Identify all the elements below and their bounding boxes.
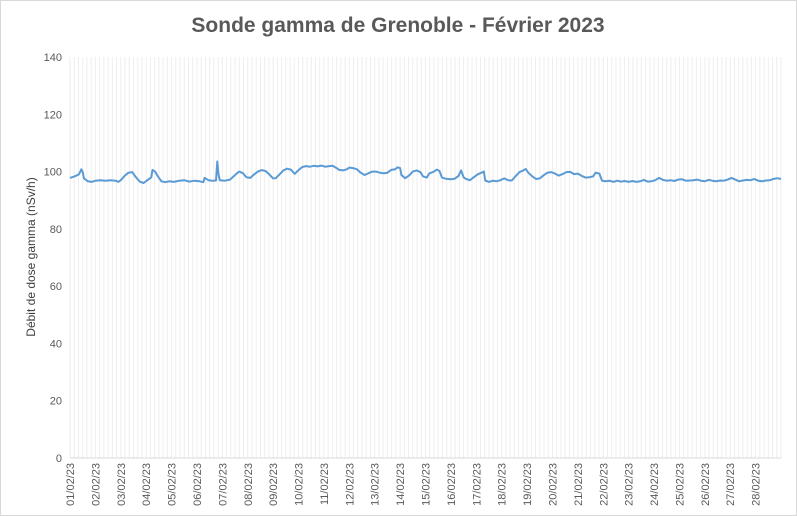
y-tick-label: 0 [56, 453, 62, 465]
x-tick-label: 15/02/23 [421, 463, 433, 506]
x-tick-label: 21/02/23 [573, 463, 585, 506]
x-tick-label: 09/02/23 [268, 463, 280, 506]
x-tick-label: 14/02/23 [395, 463, 407, 506]
x-tick-label: 10/02/23 [294, 463, 306, 506]
x-tick-label: 19/02/23 [522, 463, 534, 506]
x-tick-label: 22/02/23 [598, 463, 610, 506]
x-tick-label: 08/02/23 [243, 463, 255, 506]
x-tick-label: 03/02/23 [116, 463, 128, 506]
x-tick-label: 07/02/23 [217, 463, 229, 506]
x-tick-label: 06/02/23 [192, 463, 204, 506]
x-tick-label: 01/02/23 [65, 463, 77, 506]
x-tick-labels: 01/02/23 02/02/23 03/02/23 04/02/23 05/02/23… [65, 463, 763, 506]
series-line [69, 160, 782, 184]
y-tick-label: 60 [50, 281, 62, 293]
x-tick-label: 25/02/23 [674, 463, 686, 506]
chart-title: Sonde gamma de Grenoble - Février 2023 [191, 14, 604, 37]
x-tick-label: 11/02/23 [319, 463, 331, 505]
x-tick-label: 05/02/23 [167, 463, 179, 506]
y-tick-label: 140 [44, 52, 62, 64]
y-tick-label: 100 [44, 167, 62, 179]
y-tick-label: 40 [50, 338, 62, 350]
x-tick-label: 17/02/23 [471, 463, 483, 506]
x-tick-label: 02/02/23 [90, 463, 102, 506]
y-axis-label: Débit de dose gamma (nSv/h) [24, 177, 38, 336]
x-tick-label: 16/02/23 [446, 463, 458, 506]
x-tick-label: 04/02/23 [141, 463, 153, 506]
x-tick-label: 27/02/23 [725, 463, 737, 506]
x-tick-label: 26/02/23 [700, 463, 712, 506]
y-tick-label: 20 [50, 396, 62, 408]
x-tick-label: 12/02/23 [344, 463, 356, 506]
x-tick-label: 20/02/23 [547, 463, 559, 506]
x-tick-label: 18/02/23 [497, 463, 509, 506]
y-tick-label: 80 [50, 224, 62, 236]
x-tick-label: 28/02/23 [751, 463, 763, 506]
x-tick-label: 24/02/23 [649, 463, 661, 506]
y-tick-label: 120 [44, 109, 62, 121]
y-tick-labels: 0 20 40 60 80 100 120 140 [44, 52, 62, 465]
x-tick-label: 23/02/23 [624, 463, 636, 506]
vertical-gridlines [69, 57, 782, 458]
x-tick-label: 13/02/23 [370, 463, 382, 506]
